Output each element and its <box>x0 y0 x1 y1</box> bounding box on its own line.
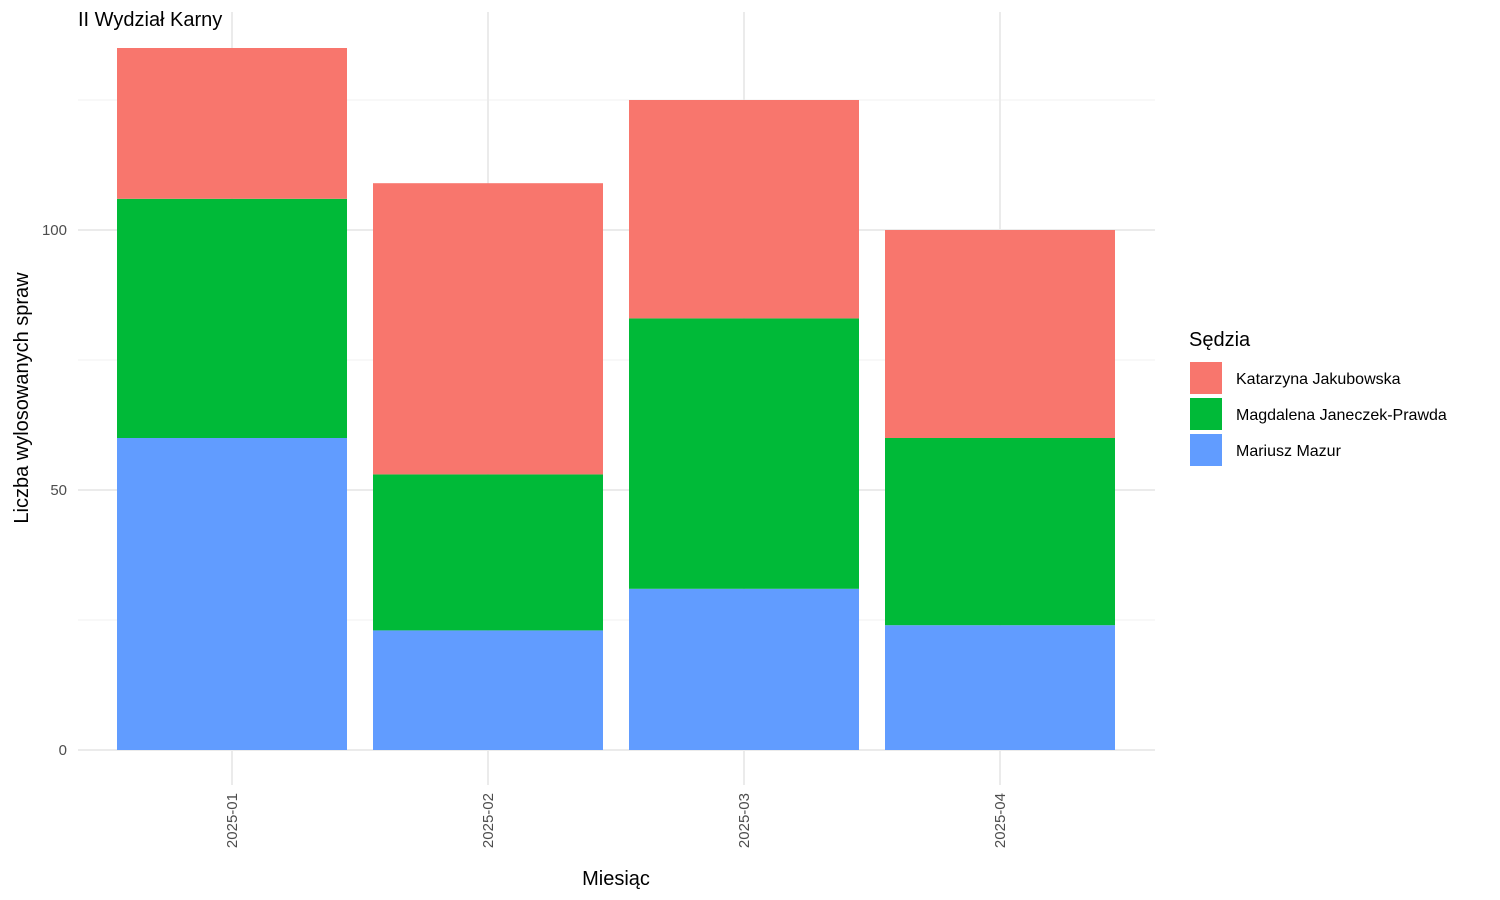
bar-segment <box>373 474 603 631</box>
bar-segment <box>885 438 1115 626</box>
bar-segment <box>629 588 859 750</box>
legend-label: Katarzyna Jakubowska <box>1236 371 1401 388</box>
legend-title: Sędzia <box>1189 329 1251 351</box>
x-tick-label: 2025-04 <box>992 793 1009 848</box>
y-tick-label: 100 <box>42 222 67 239</box>
y-axis-ticks: 0 50 100 <box>42 222 67 759</box>
x-axis-ticks: 2025-01 2025-02 2025-03 2025-04 <box>224 752 1009 848</box>
legend-swatch <box>1190 434 1222 466</box>
legend-swatch <box>1190 398 1222 430</box>
y-axis-title: Liczba wylosowanych spraw <box>11 272 33 524</box>
chart-title: II Wydział Karny <box>78 9 222 31</box>
bar-segment <box>885 625 1115 750</box>
bar-segment <box>117 48 347 199</box>
bar-segment <box>117 198 347 438</box>
y-tick-label: 0 <box>59 742 67 759</box>
x-axis-title: Miesiąc <box>582 868 650 890</box>
bar-segment <box>373 183 603 475</box>
x-tick-label: 2025-03 <box>736 793 753 848</box>
x-tick-label: 2025-01 <box>224 793 241 848</box>
y-tick-label: 50 <box>50 482 67 499</box>
bar-segment <box>885 230 1115 438</box>
legend-label: Mariusz Mazur <box>1236 443 1342 460</box>
bar-segment <box>117 438 347 750</box>
legend-swatch <box>1190 362 1222 394</box>
legend-label: Magdalena Janeczek-Prawda <box>1236 407 1447 424</box>
bar-segment <box>629 100 859 319</box>
x-tick-label: 2025-02 <box>480 793 497 848</box>
legend: Sędzia Katarzyna Jakubowska Magdalena Jan… <box>1189 329 1447 466</box>
bar-segment <box>629 318 859 589</box>
bar-segment <box>373 630 603 750</box>
bars <box>117 48 1115 750</box>
